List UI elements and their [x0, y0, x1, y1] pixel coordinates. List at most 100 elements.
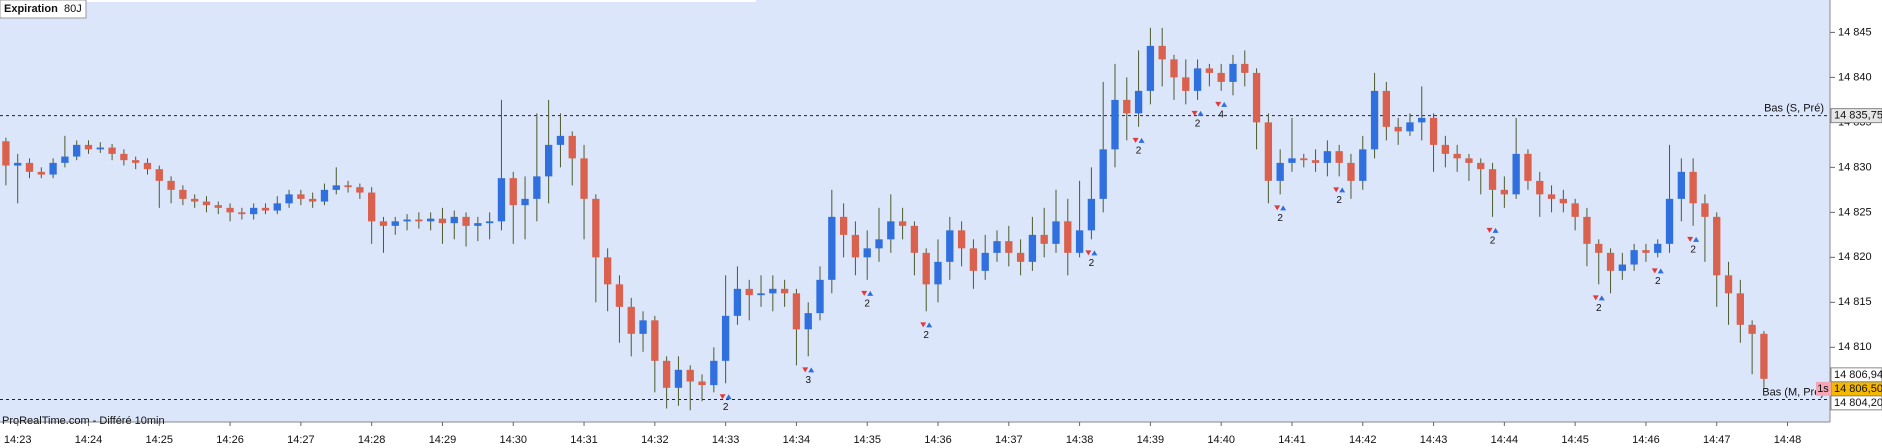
candle-body: [580, 158, 588, 199]
candle-body: [934, 261, 942, 285]
candle-body: [1323, 151, 1332, 163]
signal-count: 2: [1690, 244, 1696, 255]
candle-body: [191, 198, 199, 202]
signal-arrow-down: [1085, 250, 1092, 256]
candle-body: [120, 153, 128, 161]
candle-body: [1028, 234, 1037, 262]
candle-body: [875, 239, 883, 249]
candle-body: [250, 207, 258, 215]
candle-body: [592, 198, 600, 258]
candle-body: [1111, 99, 1119, 150]
candle-body: [1300, 158, 1308, 161]
y-tick-label: 14 825: [1838, 206, 1872, 218]
candle-body: [1075, 230, 1084, 253]
x-tick-label: 14:47: [1703, 434, 1731, 446]
x-tick-label: 14:25: [146, 434, 174, 446]
candle-body: [1276, 162, 1284, 181]
candle-body: [391, 221, 399, 226]
candle-body: [1052, 221, 1060, 244]
candle-body: [1182, 77, 1190, 91]
candle-body: [1748, 324, 1756, 334]
x-tick-label: 14:28: [358, 434, 386, 446]
candle-body: [1606, 252, 1615, 271]
candle-body: [721, 315, 730, 361]
price-tag-label: 14 804,20: [1834, 397, 1882, 409]
candle-body: [1406, 122, 1414, 132]
candle-body: [639, 320, 647, 334]
badge: [1816, 381, 1831, 396]
candle-body: [1335, 151, 1343, 163]
candle-body: [179, 189, 187, 199]
signal-count: 2: [923, 330, 929, 341]
x-tick-label: 14:43: [1420, 434, 1448, 446]
signal-arrow-down: [1274, 205, 1281, 211]
x-tick-label: 14:35: [853, 434, 881, 446]
candle-body: [839, 216, 848, 235]
candle-body: [332, 185, 340, 190]
candle-body: [1418, 117, 1426, 123]
candle-body: [285, 194, 293, 204]
signal-arrow-down: [861, 290, 868, 296]
candle-body: [73, 144, 81, 157]
signal-arrow-down: [1132, 137, 1139, 143]
candle-body: [993, 241, 1001, 253]
x-tick-label: 14:29: [429, 434, 457, 446]
candle-body: [1158, 45, 1166, 60]
x-tick-label: 14:41: [1278, 434, 1306, 446]
candle-body: [1005, 241, 1013, 253]
signal-arrow-down: [1651, 268, 1658, 274]
x-tick-label: 14:27: [287, 434, 315, 446]
y-tick-label: 14 810: [1838, 341, 1872, 353]
candle-body: [261, 207, 270, 211]
candle-body: [273, 203, 281, 211]
candle-body: [1465, 158, 1473, 163]
badge-label: 1s: [1817, 383, 1829, 395]
candle-body: [427, 218, 435, 222]
candle-body: [438, 218, 447, 224]
signal-arrow-up: [1280, 205, 1287, 211]
signal-count: 2: [1089, 258, 1095, 269]
price-tag-label: 14 806,50: [1834, 383, 1882, 395]
candle-body: [1488, 169, 1497, 190]
signal-arrow-up: [1138, 137, 1145, 143]
candle-body: [745, 288, 753, 296]
candle-body: [309, 198, 317, 202]
signal-arrow-down: [1486, 227, 1493, 233]
candle-body: [167, 180, 175, 190]
x-tick-label: 14:39: [1137, 434, 1165, 446]
candle-body: [1288, 158, 1296, 163]
signal-arrow-up: [1598, 295, 1605, 301]
candle-body: [1500, 189, 1509, 195]
candle-body: [1559, 198, 1568, 204]
candle-body: [698, 381, 706, 386]
price-tag: [1830, 108, 1882, 124]
signal-count: 2: [1195, 119, 1201, 130]
signal-count: 2: [723, 402, 729, 413]
candle-body: [1665, 198, 1674, 244]
candle-body: [155, 169, 163, 181]
candle-body: [1193, 68, 1202, 91]
candle-body: [1040, 234, 1048, 244]
x-tick-label: 14:46: [1632, 434, 1660, 446]
signal-arrow-up: [1657, 268, 1664, 274]
candle-body: [2, 141, 10, 166]
candle-body: [108, 147, 116, 154]
candle-body: [1382, 90, 1391, 127]
legend-box: [0, 0, 87, 19]
signal-arrow-up: [1693, 236, 1700, 242]
candle-body: [1760, 333, 1768, 379]
price-tag: [1830, 395, 1882, 411]
candle-body: [1205, 68, 1214, 73]
candle-body: [84, 144, 93, 150]
candle-body: [132, 160, 140, 163]
candle-body: [910, 225, 919, 253]
candle-body: [450, 216, 458, 224]
candle-body: [379, 221, 388, 226]
signal-arrow-up: [808, 367, 815, 373]
x-tick-label: 14:36: [924, 434, 952, 446]
candle-body: [1347, 162, 1355, 181]
candle-body: [568, 135, 576, 159]
candle-body: [957, 230, 966, 249]
candle-body: [1677, 171, 1685, 199]
